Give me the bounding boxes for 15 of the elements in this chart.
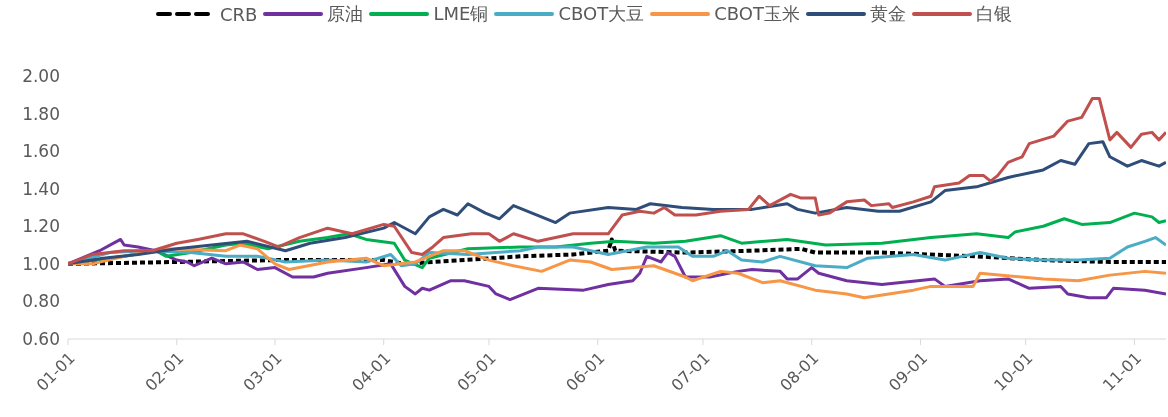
legend-label: 黄金 bbox=[869, 2, 906, 26]
legend-label: CBOT大豆 bbox=[558, 2, 645, 26]
legend-label: CBOT玉米 bbox=[714, 2, 800, 26]
y-tick-label: 1.00 bbox=[22, 253, 60, 274]
y-tick-label: 1.60 bbox=[22, 141, 60, 162]
y-tick-label: 0.80 bbox=[22, 291, 60, 312]
y-tick-label: 1.40 bbox=[22, 178, 60, 199]
legend-label: 原油 bbox=[327, 2, 364, 26]
legend-label: 白银 bbox=[975, 2, 1012, 26]
y-tick-label: 0.60 bbox=[22, 329, 60, 350]
y-tick-label: 2.00 bbox=[22, 66, 60, 87]
legend-label: LME铜 bbox=[433, 2, 489, 26]
y-tick-label: 1.20 bbox=[22, 216, 60, 237]
legend-label: CRB bbox=[220, 3, 258, 25]
y-tick-label: 1.80 bbox=[22, 103, 60, 124]
